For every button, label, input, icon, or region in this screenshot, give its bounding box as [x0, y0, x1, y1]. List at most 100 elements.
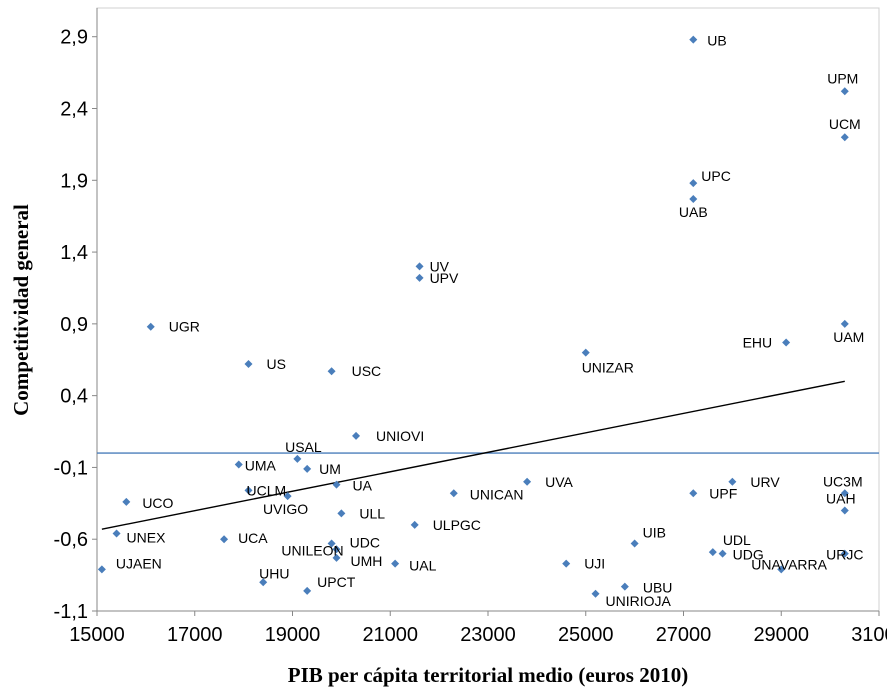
point-label-unizar: UNIZAR: [582, 360, 634, 376]
data-point-unizar: [581, 348, 590, 357]
point-label-uca: UCA: [238, 530, 268, 546]
data-point-uclm: [244, 486, 253, 495]
point-label-uma: UMA: [245, 458, 277, 474]
y-tick-label: 1,9: [60, 170, 88, 192]
point-label-upv: UPV: [430, 270, 459, 286]
data-point-unavarra: [777, 565, 786, 574]
data-point-uca: [220, 535, 229, 544]
y-tick-label: 2,9: [60, 27, 88, 49]
data-point-ull: [337, 509, 346, 518]
x-tick-label: 31000: [851, 624, 887, 646]
data-point-upm: [840, 87, 849, 96]
data-point-uniovi: [352, 431, 361, 440]
data-point-uab: [689, 194, 698, 203]
point-label-uv: UV: [430, 258, 450, 274]
point-label-uc3m: UC3M: [823, 473, 863, 489]
data-point-udl: [708, 548, 717, 557]
data-point-uvigo: [283, 492, 292, 501]
x-tick-label: 25000: [558, 624, 614, 646]
data-point-ucm: [840, 133, 849, 142]
point-label-udg: UDG: [733, 547, 764, 563]
y-tick-label: 1,4: [60, 242, 88, 264]
x-tick-label: 19000: [265, 624, 321, 646]
y-tick-label: -0,1: [54, 457, 88, 479]
point-label-udc: UDC: [350, 535, 380, 551]
data-point-uah: [840, 506, 849, 515]
data-point-uib: [630, 539, 639, 548]
data-point-uva: [523, 477, 532, 486]
y-tick-label: 0,9: [60, 314, 88, 336]
point-label-uva: UVA: [545, 474, 573, 490]
point-label-uib: UIB: [643, 525, 666, 541]
data-point-umh: [332, 553, 341, 562]
point-label-urv: URV: [750, 474, 780, 490]
point-label-upc: UPC: [701, 168, 731, 184]
data-point-uji: [562, 559, 571, 568]
point-label-uvigo: UVIGO: [263, 501, 308, 517]
point-label-uam: UAM: [833, 329, 864, 345]
x-tick-label: 27000: [656, 624, 712, 646]
trendline: [101, 380, 845, 530]
data-point-ulpgc: [410, 520, 419, 529]
data-point-unileon: [332, 545, 341, 554]
data-point-um: [303, 464, 312, 473]
point-label-ubu: UBU: [643, 580, 673, 596]
x-axis-title: PIB per cápita territorial medio (euros …: [288, 663, 688, 687]
point-label-ucm: UCM: [829, 116, 861, 132]
point-label-unavarra: UNAVARRA: [751, 556, 827, 572]
data-point-usal: [293, 454, 302, 463]
x-tick-label: 17000: [167, 624, 223, 646]
point-label-ub: UB: [707, 33, 726, 49]
x-tick-label: 29000: [753, 624, 809, 646]
data-point-uhu: [259, 578, 268, 587]
x-tick-label: 15000: [69, 624, 125, 646]
point-label-um: UM: [319, 461, 341, 477]
data-point-usc: [327, 367, 336, 376]
point-label-upm: UPM: [827, 70, 858, 86]
data-point-ual: [391, 559, 400, 568]
data-point-unican: [449, 489, 458, 498]
y-tick-labels: 2,9 2,4 1,9 1,4 0,9 0,4 -0,1 -0,6 -1,1: [54, 27, 97, 623]
point-label-us: US: [267, 356, 286, 372]
data-point-unex: [112, 529, 121, 538]
point-label-uco: UCO: [142, 495, 173, 511]
y-axis-title: Competitividad general: [9, 204, 33, 416]
point-label-usc: USC: [352, 363, 382, 379]
data-point-udc: [327, 539, 336, 548]
point-label-ujaen: UJAEN: [116, 555, 162, 571]
point-label-uniovi: UNIOVI: [376, 428, 424, 444]
plot-frame: [96, 7, 880, 612]
point-label-umh: UMH: [350, 553, 382, 569]
point-label-ulpgc: ULPGC: [433, 517, 481, 533]
data-point-ub: [689, 35, 698, 44]
point-label-udl: UDL: [723, 532, 751, 548]
data-point-urv: [728, 477, 737, 486]
point-label-ual: UAL: [409, 558, 436, 574]
y-tick-label: -1,1: [54, 601, 88, 623]
data-point-ubu: [620, 582, 629, 591]
point-label-uab: UAB: [679, 204, 708, 220]
point-label-ull: ULL: [359, 505, 385, 521]
data-point-uam: [840, 319, 849, 328]
data-point-udg: [718, 549, 727, 558]
point-label-unex: UNEX: [127, 529, 167, 545]
data-point-ua: [332, 480, 341, 489]
point-label-urjc: URJC: [826, 547, 863, 563]
point-label-uclm: UCLM: [247, 482, 287, 498]
data-point-uv: [415, 262, 424, 271]
point-label-ehu: EHU: [743, 335, 773, 351]
y-tick-label: 2,4: [60, 99, 88, 121]
point-label-usal: USAL: [285, 439, 322, 455]
data-point-upv: [415, 273, 424, 282]
data-point-ujaen: [97, 565, 106, 574]
point-label-unirioja: UNIRIOJA: [606, 593, 672, 609]
point-label-uah: UAH: [826, 491, 856, 507]
point-label-ugr: UGR: [169, 319, 200, 335]
point-label-uhu: UHU: [259, 565, 289, 581]
data-points: [97, 35, 849, 598]
y-tick-label: 0,4: [60, 386, 88, 408]
point-label-uji: UJI: [584, 556, 605, 572]
x-tick-label: 23000: [460, 624, 516, 646]
